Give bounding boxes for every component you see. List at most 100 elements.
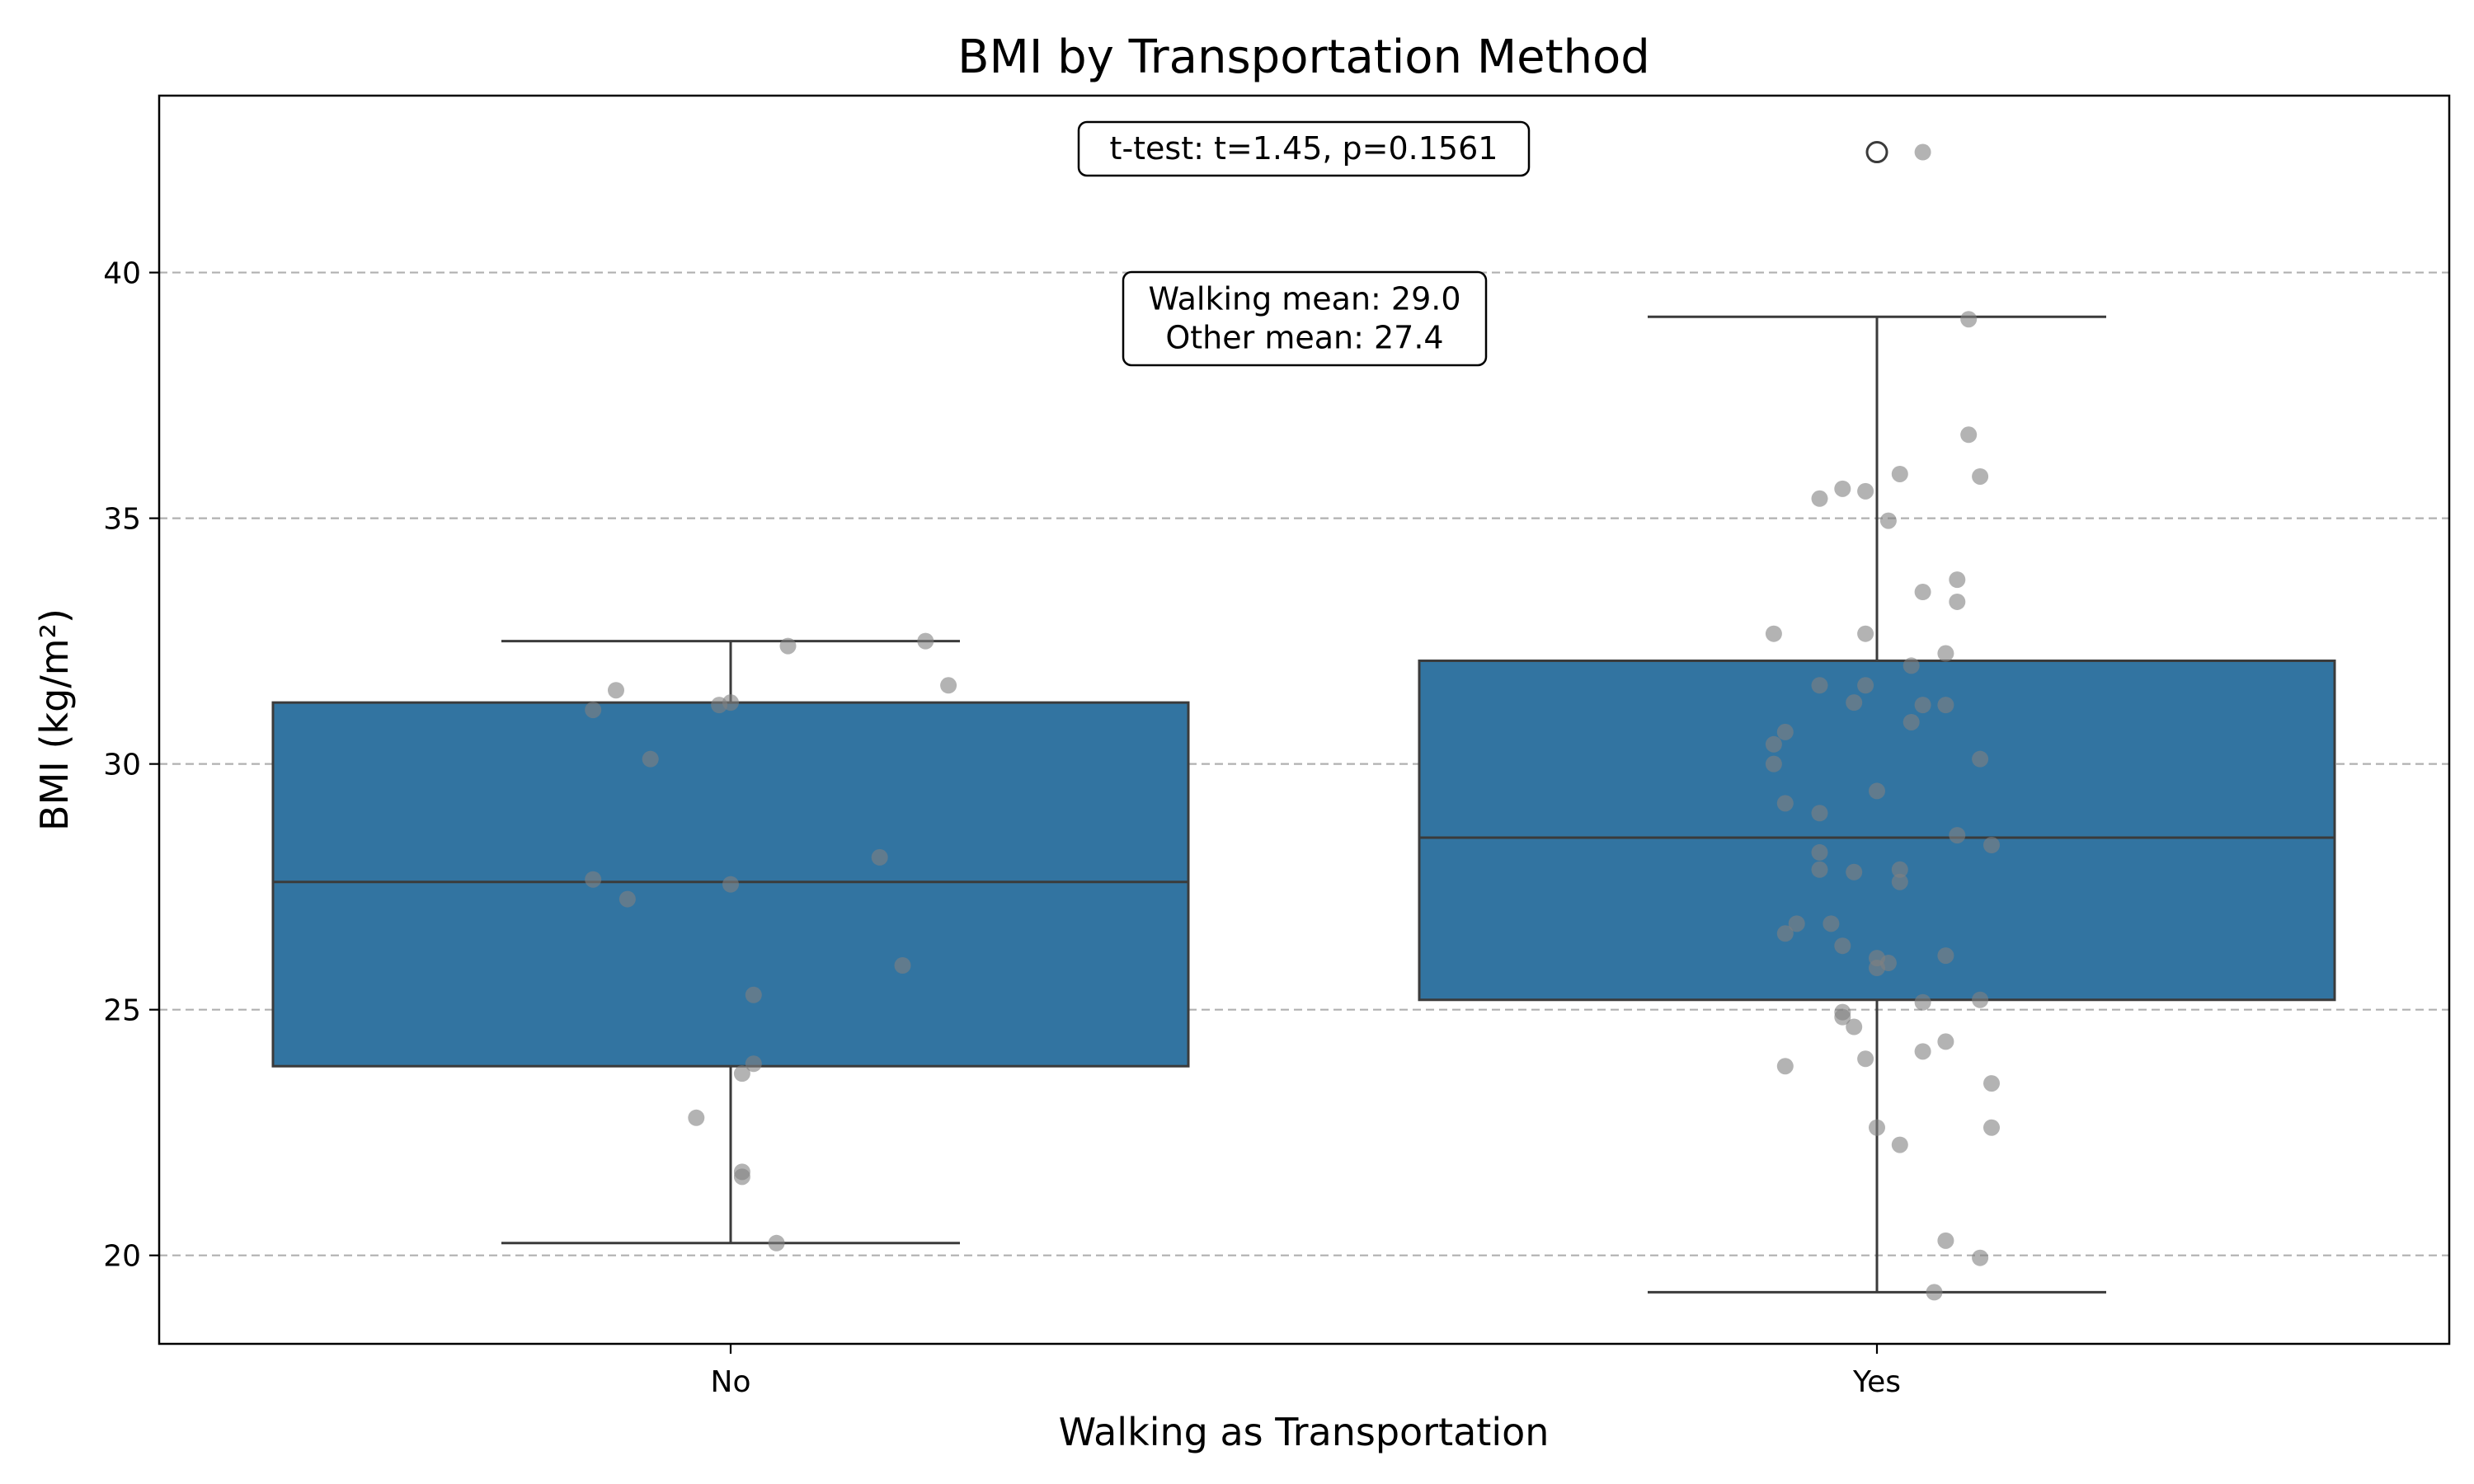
- data-point: [1949, 593, 1966, 610]
- data-point: [1857, 625, 1874, 642]
- data-point: [1857, 1050, 1874, 1068]
- x-axis-ticks: No Yes: [711, 1344, 1901, 1399]
- data-point: [894, 957, 911, 974]
- data-point: [1926, 1284, 1943, 1301]
- data-point: [1903, 713, 1920, 730]
- data-point: [1903, 657, 1920, 674]
- data-point: [1811, 805, 1828, 822]
- data-point: [1811, 677, 1828, 694]
- annotation-text: t-test: t=1.45, p=0.1561: [1110, 130, 1498, 167]
- data-point: [1972, 750, 1989, 768]
- data-point: [1983, 1119, 2000, 1136]
- x-tick-label: Yes: [1852, 1365, 1901, 1399]
- data-point: [722, 876, 739, 893]
- data-point: [1937, 947, 1954, 965]
- data-point: [1765, 755, 1782, 773]
- data-point: [768, 1234, 785, 1252]
- chart-title: BMI by Transportation Method: [957, 31, 1650, 84]
- data-point: [618, 890, 636, 908]
- data-point: [1869, 1119, 1885, 1136]
- data-point: [1914, 993, 1931, 1011]
- annotations: t-test: t=1.45, p=0.1561 Walking mean: 29…: [1077, 120, 1531, 367]
- data-point: [1765, 735, 1782, 753]
- data-point: [1811, 861, 1828, 878]
- annotation-text: Walking mean: 29.0: [1148, 281, 1460, 317]
- data-point: [1869, 782, 1885, 800]
- data-point: [1846, 694, 1863, 711]
- data-point: [733, 1168, 750, 1186]
- data-point: [917, 632, 934, 650]
- data-point: [608, 682, 624, 699]
- data-point: [1891, 465, 1908, 482]
- data-point: [1811, 490, 1828, 507]
- y-axis-ticks: 20 25 30 35 40: [103, 257, 159, 1274]
- annotation-text: Other mean: 27.4: [1165, 320, 1443, 356]
- data-point: [642, 750, 659, 768]
- y-tick-label: 20: [103, 1240, 141, 1274]
- annotation-box: [1122, 270, 1488, 367]
- data-point: [1937, 697, 1954, 714]
- data-point: [1914, 1043, 1931, 1060]
- data-point: [1788, 915, 1805, 932]
- data-point: [1846, 863, 1863, 881]
- data-point: [1823, 915, 1840, 932]
- data-point: [1914, 584, 1931, 601]
- data-point: [1776, 925, 1794, 942]
- data-point: [1983, 1075, 2000, 1092]
- x-tick-label: No: [711, 1365, 751, 1399]
- data-point: [779, 637, 797, 655]
- data-point: [1972, 1249, 1989, 1266]
- annotation-box: [1077, 120, 1531, 177]
- data-point: [1960, 311, 1978, 328]
- data-point: [1891, 873, 1908, 890]
- data-point: [1960, 426, 1978, 444]
- y-tick-label: 40: [103, 257, 141, 291]
- data-point: [1776, 723, 1794, 740]
- data-point: [1949, 827, 1966, 844]
- data-point: [1776, 795, 1794, 812]
- plot-frame: [158, 94, 2451, 1345]
- data-point: [745, 1055, 762, 1073]
- data-point: [940, 677, 957, 694]
- data-point: [1891, 861, 1908, 878]
- data-point: [1937, 1033, 1954, 1050]
- data-point: [733, 1065, 750, 1082]
- data-point: [585, 871, 602, 888]
- data-point: [1834, 1008, 1851, 1026]
- data-point: [1857, 482, 1874, 500]
- data-point: [1972, 467, 1989, 485]
- y-tick-label: 35: [103, 503, 141, 537]
- box-yes: [1418, 141, 2336, 1294]
- data-point: [1937, 645, 1954, 662]
- data-point: [1949, 571, 1966, 589]
- iqr-box: [1418, 659, 2336, 1002]
- data-point: [1834, 480, 1851, 497]
- data-point: [688, 1109, 705, 1126]
- data-point: [1879, 512, 1897, 529]
- data-point: [1869, 960, 1885, 977]
- y-axis-label: BMI (kg/m²): [32, 608, 77, 831]
- x-axis-label: Walking as Transportation: [1059, 1410, 1550, 1454]
- y-tick-label: 30: [103, 749, 141, 782]
- data-point: [1834, 937, 1851, 955]
- data-point: [1811, 843, 1828, 861]
- data-point: [1983, 836, 2000, 853]
- data-point: [1857, 677, 1874, 694]
- data-point: [871, 848, 888, 866]
- data-point: [1765, 625, 1782, 642]
- data-point: [745, 986, 762, 1003]
- outlier-marker: [1865, 141, 1888, 164]
- data-point: [1937, 1232, 1954, 1249]
- data-point: [1914, 697, 1931, 714]
- strip-points: [585, 143, 2000, 1301]
- data-point: [1846, 1018, 1863, 1036]
- data-point: [1972, 991, 1989, 1008]
- annotation-ttest: t-test: t=1.45, p=0.1561: [1077, 120, 1531, 177]
- data-point: [1776, 1058, 1794, 1075]
- data-point: [585, 702, 602, 719]
- data-point: [722, 694, 739, 711]
- y-tick-label: 25: [103, 994, 141, 1028]
- data-point: [1914, 143, 1931, 161]
